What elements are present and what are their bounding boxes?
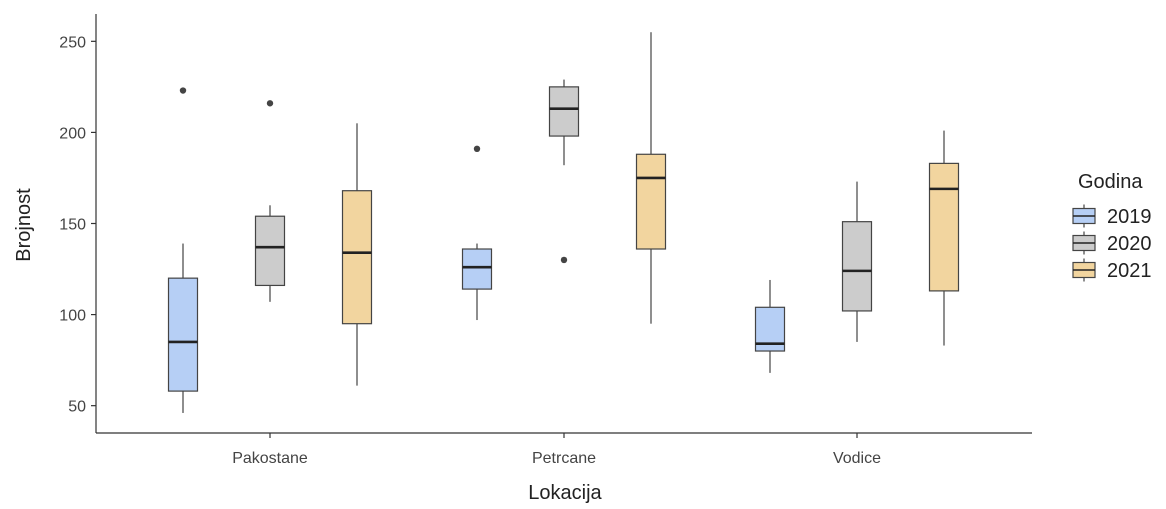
legend-label: 2020 [1107,233,1152,255]
box-iqr [254,215,286,287]
box-iqr [167,277,199,392]
outlier-point [179,87,187,94]
x-tick-label: Vodice [833,450,881,467]
plot-area [167,32,960,413]
outlier-point [473,145,481,153]
x-ticks: Pakostane Petrcane Vodice [232,433,881,467]
box-2019-pakostane [167,87,199,413]
box-iqr [635,153,667,250]
box-2020-petrcane [548,79,580,264]
legend-label: 2021 [1107,260,1152,282]
y-tick-label: 50 [68,399,86,416]
outlier-point [266,100,274,107]
y-tick-label: 100 [59,308,86,325]
legend-item-2020: 2020 [1072,231,1152,255]
y-tick-label: 200 [59,125,86,142]
x-tick-label: Petrcane [532,450,596,467]
legend-title: Godina [1078,171,1143,193]
box-iqr [548,86,580,137]
box-iqr [461,248,493,290]
legend-label: 2019 [1107,206,1152,228]
axes [95,14,1032,434]
box-2019-vodice [754,279,786,373]
box-iqr [841,221,873,312]
box-2021-pakostane [341,123,373,386]
box-2020-vodice [841,181,873,342]
legend-item-2019: 2019 [1072,204,1152,228]
box-2019-petrcane [461,145,493,321]
x-axis-title: Lokacija [528,482,602,504]
y-tick-label: 250 [59,34,86,51]
box-2020-pakostane [254,100,286,302]
box-iqr [928,162,960,292]
outlier-point [560,256,568,264]
box-2021-petrcane [635,32,667,324]
x-tick-label: Pakostane [232,450,308,467]
box-2021-vodice [928,130,960,346]
box-iqr [341,190,373,325]
legend-item-2021: 2021 [1072,258,1152,282]
y-axis-title: Brojnost [13,188,35,262]
legend: Godina 2019 2020 2021 [1072,171,1152,282]
y-tick-label: 150 [59,217,86,234]
y-ticks: 50 100 150 200 250 [59,34,96,416]
